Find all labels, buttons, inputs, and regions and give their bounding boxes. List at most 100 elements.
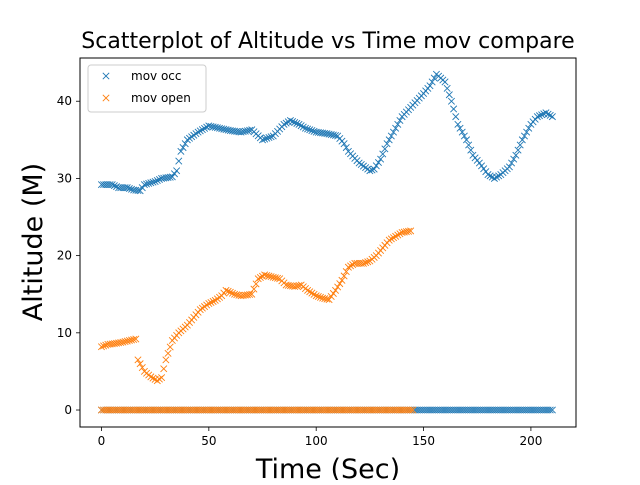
data-point — [115, 339, 123, 347]
data-point — [308, 127, 316, 135]
x-tick-label: 150 — [412, 434, 435, 448]
data-point — [426, 82, 434, 90]
data-point — [289, 117, 297, 126]
data-point — [267, 273, 275, 281]
data-point — [486, 172, 494, 180]
data-point — [493, 173, 501, 181]
data-point — [518, 136, 526, 144]
data-point — [405, 227, 413, 235]
data-point — [224, 287, 232, 295]
data-point — [349, 261, 357, 269]
data-point — [344, 263, 352, 271]
data-point — [331, 131, 340, 140]
data-point — [340, 272, 348, 280]
data-point — [271, 274, 279, 282]
data-point — [134, 356, 142, 364]
data-point — [546, 406, 554, 414]
data-point — [325, 130, 333, 138]
data-point — [203, 123, 211, 131]
data-point — [398, 228, 406, 236]
data-point — [153, 176, 161, 185]
data-point — [389, 128, 398, 136]
data-point — [213, 124, 221, 132]
data-point — [241, 127, 249, 135]
data-point — [201, 124, 209, 132]
data-point — [179, 144, 187, 152]
data-point — [226, 288, 234, 296]
legend-marker — [102, 94, 110, 102]
data-point — [106, 181, 114, 189]
data-point — [441, 78, 449, 86]
data-point — [548, 406, 556, 414]
data-point — [357, 259, 365, 267]
data-point — [134, 187, 142, 195]
data-point — [166, 343, 174, 351]
data-point — [308, 289, 316, 297]
data-point — [374, 158, 382, 166]
data-point — [400, 228, 408, 236]
data-point — [224, 126, 232, 134]
data-point — [145, 179, 153, 187]
data-point — [112, 339, 121, 347]
data-point — [334, 283, 342, 291]
data-point — [525, 124, 533, 132]
data-point — [117, 338, 125, 346]
data-point — [168, 173, 176, 181]
data-point — [209, 297, 217, 305]
data-point — [387, 132, 395, 140]
data-point — [465, 141, 473, 149]
x-axis-ticks: 0 50 100 150 200 — [98, 427, 542, 448]
data-point — [516, 141, 524, 149]
data-point — [128, 185, 136, 193]
x-tick-label: 100 — [305, 434, 328, 448]
data-point — [211, 123, 219, 131]
data-point — [233, 291, 241, 299]
data-point — [100, 342, 108, 350]
data-point — [121, 338, 129, 346]
data-point — [514, 146, 522, 154]
data-point — [291, 282, 299, 291]
data-point — [394, 231, 402, 239]
data-point — [207, 298, 215, 306]
y-tick-label: 0 — [64, 403, 72, 417]
data-point — [246, 126, 254, 134]
data-point — [110, 182, 118, 190]
data-point — [304, 125, 312, 133]
data-point — [149, 374, 157, 382]
data-point — [136, 360, 144, 368]
data-point — [304, 286, 312, 294]
data-point — [456, 124, 464, 132]
data-point — [310, 290, 318, 298]
data-point — [340, 140, 348, 148]
data-point — [108, 181, 116, 189]
data-point — [342, 144, 350, 152]
data-point — [484, 171, 492, 179]
data-point — [385, 236, 393, 244]
data-point — [347, 262, 355, 270]
data-point — [293, 119, 301, 127]
data-point — [164, 349, 172, 357]
data-point — [295, 281, 303, 289]
data-point — [458, 128, 466, 136]
data-point — [342, 268, 350, 276]
data-point — [535, 112, 544, 120]
data-point — [460, 132, 468, 140]
data-point — [323, 295, 331, 303]
data-point — [389, 234, 398, 242]
data-point — [209, 123, 217, 131]
data-point — [381, 145, 389, 153]
data-point — [162, 356, 170, 364]
data-point — [263, 134, 271, 142]
data-point — [151, 177, 159, 186]
data-point — [286, 117, 294, 125]
data-point — [362, 259, 370, 267]
data-point — [366, 167, 374, 175]
data-point — [194, 128, 202, 136]
data-point — [331, 286, 340, 294]
data-point — [377, 155, 385, 163]
series-1 — [97, 227, 417, 414]
data-point — [160, 365, 168, 373]
legend: mov occ mov open — [87, 64, 207, 113]
data-point — [231, 290, 239, 298]
data-point — [216, 124, 224, 132]
